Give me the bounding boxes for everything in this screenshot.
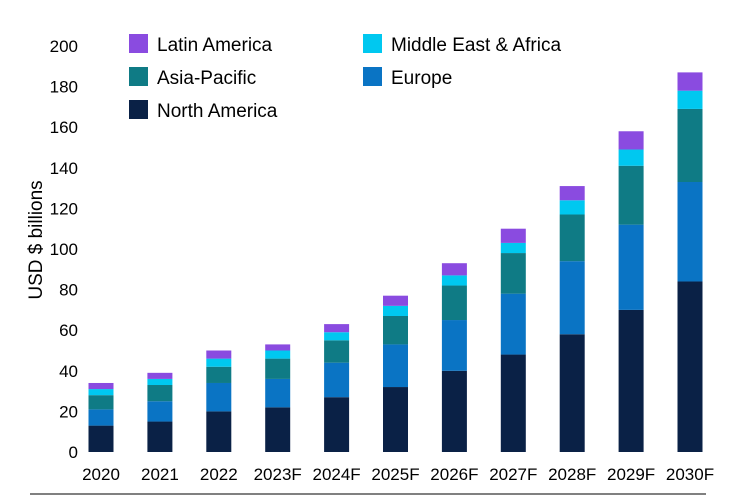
y-tick-label: 20: [59, 402, 78, 421]
bar-segment-latin-america: [618, 131, 644, 150]
bar-segment-middle-east-africa: [441, 275, 467, 286]
legend-swatch-asia-pacific: [129, 67, 148, 86]
bar-segment-north-america: [206, 411, 232, 452]
bar-segment-europe: [559, 261, 585, 335]
y-axis-title: USD $ billions: [26, 180, 47, 299]
bar-segment-asia-pacific: [618, 165, 644, 225]
x-tick-label: 2025F: [371, 465, 419, 484]
x-tick-label: 2029F: [607, 465, 655, 484]
bar-segment-latin-america: [677, 72, 703, 91]
bar-segment-asia-pacific: [677, 108, 703, 183]
bar-segment-middle-east-africa: [147, 378, 173, 386]
bar-segment-europe: [618, 224, 644, 310]
y-tick-label: 180: [50, 78, 78, 97]
x-tick-label: 2026F: [430, 465, 478, 484]
bar-segment-europe: [265, 378, 291, 408]
bar-segment-north-america: [383, 387, 408, 452]
y-tick-label: 60: [59, 321, 78, 340]
bar-segment-north-america: [88, 425, 114, 452]
bar-segment-latin-america: [559, 186, 585, 201]
bar-segment-asia-pacific: [441, 285, 467, 321]
bar-segment-latin-america: [324, 324, 350, 333]
legend: Latin America Middle East & Africa Asia-Pa…: [129, 34, 561, 122]
bar-segment-latin-america: [206, 350, 232, 359]
bar-segment-asia-pacific: [324, 340, 350, 363]
legend-label-middle-east-africa: Middle East & Africa: [391, 35, 561, 56]
y-tick-label: 200: [50, 37, 78, 56]
bar-segment-north-america: [559, 334, 585, 452]
bar-segment-europe: [206, 382, 232, 412]
bar-segment-europe: [88, 409, 114, 426]
y-tick-label: 140: [50, 159, 78, 178]
bar-segment-latin-america: [383, 295, 408, 306]
bar-segment-middle-east-africa: [265, 350, 291, 359]
bar-segment-asia-pacific: [206, 366, 232, 383]
x-tick-label: 2022: [200, 465, 238, 484]
legend-swatch-latin-america: [129, 34, 148, 53]
y-tick-label: 100: [50, 240, 78, 259]
bar-segment-north-america: [618, 309, 644, 452]
x-tick-label: 2030F: [666, 465, 714, 484]
y-tick-label: 80: [59, 281, 78, 300]
bar-segment-latin-america: [500, 228, 526, 243]
x-tick-label: 2024F: [312, 465, 360, 484]
bar-segment-asia-pacific: [265, 358, 291, 379]
bar-segment-latin-america: [441, 263, 467, 276]
bar-segment-latin-america: [147, 372, 173, 379]
y-tick-label: 40: [59, 362, 78, 381]
legend-label-asia-pacific: Asia-Pacific: [157, 68, 256, 89]
bar-segment-north-america: [324, 397, 350, 452]
bar-segment-north-america: [147, 421, 173, 452]
legend-swatch-europe: [363, 67, 382, 86]
bar-segment-middle-east-africa: [618, 149, 644, 166]
bar-segment-middle-east-africa: [206, 358, 232, 367]
bar-segment-asia-pacific: [147, 385, 173, 402]
bar-stacks: [88, 72, 703, 452]
x-tick-label: 2023F: [254, 465, 302, 484]
bar-segment-asia-pacific: [559, 214, 585, 262]
bar-segment-europe: [383, 344, 408, 388]
x-tick-label: 2028F: [548, 465, 596, 484]
bar-segment-middle-east-africa: [500, 242, 526, 254]
x-tick-label: 2020: [82, 465, 120, 484]
bar-segment-middle-east-africa: [559, 200, 585, 215]
bar-segment-europe: [500, 293, 526, 355]
x-axis-ticks: 2020 2021 2022 2023F 2024F 2025F 2026F 2027F 202…: [82, 465, 714, 484]
bar-segment-middle-east-africa: [88, 389, 114, 396]
bar-segment-europe: [677, 182, 703, 282]
bar-segment-asia-pacific: [88, 395, 114, 410]
bar-segment-middle-east-africa: [324, 332, 350, 341]
legend-swatch-north-america: [129, 100, 148, 119]
bar-segment-latin-america: [88, 382, 114, 390]
bar-segment-latin-america: [265, 344, 291, 351]
legend-label-europe: Europe: [391, 68, 452, 89]
legend-swatch-middle-east-africa: [363, 34, 382, 53]
bar-segment-north-america: [500, 354, 526, 452]
legend-label-latin-america: Latin America: [157, 35, 273, 56]
bar-segment-asia-pacific: [383, 315, 408, 345]
x-tick-label: 2027F: [489, 465, 537, 484]
y-axis-ticks: 0 20 40 60 80 100 120 140 160 180 200: [50, 37, 78, 462]
y-tick-label: 120: [50, 199, 78, 218]
legend-label-north-america: North America: [157, 101, 278, 122]
bar-segment-north-america: [441, 370, 467, 452]
bar-segment-middle-east-africa: [383, 305, 408, 316]
bar-segment-europe: [324, 362, 350, 398]
y-tick-label: 0: [69, 443, 78, 462]
bar-segment-europe: [147, 401, 173, 422]
x-tick-label: 2021: [141, 465, 179, 484]
bar-segment-asia-pacific: [500, 253, 526, 294]
bar-segment-north-america: [265, 407, 291, 452]
bar-segment-north-america: [677, 281, 703, 452]
bar-segment-europe: [441, 320, 467, 371]
bar-segment-middle-east-africa: [677, 90, 703, 109]
y-tick-label: 160: [50, 118, 78, 137]
